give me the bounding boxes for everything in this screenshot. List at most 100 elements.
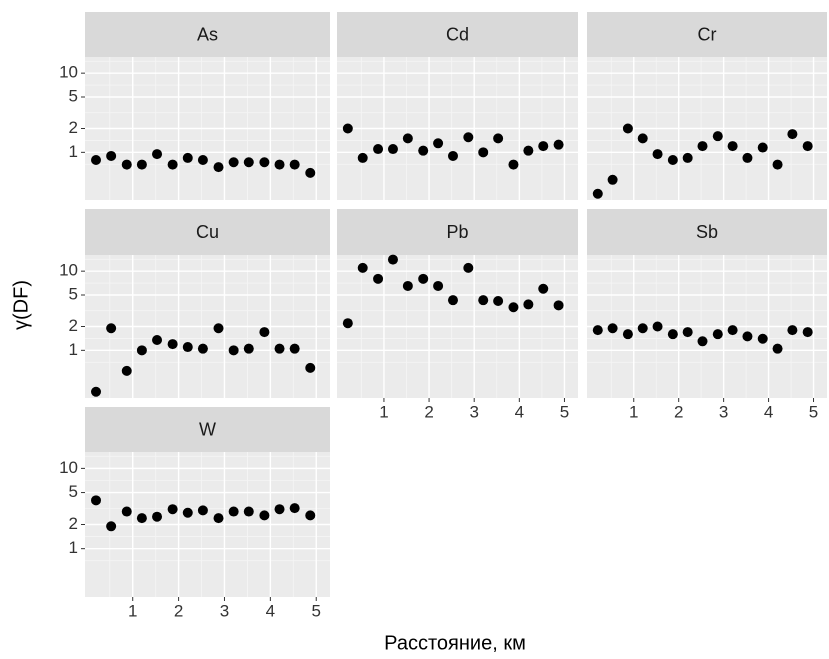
point	[213, 513, 224, 524]
point	[802, 141, 813, 152]
point	[243, 343, 254, 354]
point	[697, 336, 708, 347]
point	[607, 323, 618, 334]
point	[259, 327, 270, 338]
y-tick-label: 10	[59, 458, 78, 477]
point	[802, 327, 813, 338]
point	[402, 280, 413, 291]
strip	[587, 12, 827, 57]
x-tick-label: 4	[764, 402, 773, 421]
point	[607, 174, 618, 185]
point	[357, 262, 368, 273]
point	[493, 295, 504, 306]
point	[742, 331, 753, 342]
x-tick-label: 2	[674, 402, 683, 421]
point	[289, 343, 300, 354]
x-tick-label: 4	[515, 402, 524, 421]
point	[712, 131, 723, 142]
point	[121, 506, 132, 517]
y-tick-label: 2	[69, 316, 78, 335]
point	[463, 132, 474, 143]
strip	[337, 209, 578, 255]
point	[523, 145, 534, 156]
point	[289, 159, 300, 170]
y-tick-label: 5	[69, 284, 78, 303]
point	[637, 133, 648, 144]
point	[682, 152, 693, 163]
x-tick-label: 3	[719, 402, 728, 421]
point	[342, 123, 353, 134]
point	[727, 141, 738, 152]
point	[182, 152, 193, 163]
y-tick-label: 1	[69, 538, 78, 557]
point	[259, 157, 270, 168]
point	[538, 141, 549, 152]
y-tick-label: 1	[69, 142, 78, 161]
point	[228, 345, 239, 356]
point	[213, 323, 224, 334]
point	[622, 329, 633, 340]
strip	[85, 209, 330, 255]
point	[91, 386, 102, 397]
strip	[587, 209, 827, 255]
point	[167, 504, 178, 515]
point	[182, 342, 193, 353]
point	[182, 507, 193, 518]
point	[305, 167, 316, 178]
point	[508, 159, 519, 170]
point	[523, 299, 534, 310]
point	[592, 188, 603, 199]
x-axis-label: Расстояние, км	[384, 632, 526, 654]
point	[772, 159, 783, 170]
strip	[85, 12, 330, 57]
x-tick-label: 4	[266, 601, 275, 620]
point	[553, 139, 564, 150]
y-tick-label: 2	[69, 118, 78, 137]
x-tick-label: 1	[379, 402, 388, 421]
point	[91, 155, 102, 166]
y-axis-label: γ(DF)	[10, 280, 32, 330]
point	[342, 318, 353, 329]
x-tick-label: 2	[174, 601, 183, 620]
point	[136, 159, 147, 170]
point	[387, 144, 398, 155]
point	[433, 138, 444, 149]
x-tick-label: 5	[560, 402, 569, 421]
y-tick-label: 2	[69, 514, 78, 533]
strip-label: Cr	[698, 24, 717, 44]
point	[106, 323, 117, 334]
point	[243, 506, 254, 517]
point	[305, 510, 316, 521]
point	[274, 343, 285, 354]
point	[652, 149, 663, 160]
point	[106, 521, 117, 532]
point	[136, 513, 147, 524]
strip	[337, 12, 578, 57]
point	[274, 504, 285, 515]
point	[478, 147, 489, 158]
point	[373, 144, 384, 155]
point	[243, 157, 254, 168]
x-tick-label: 3	[469, 402, 478, 421]
point	[136, 345, 147, 356]
point	[91, 495, 102, 506]
point	[742, 152, 753, 163]
x-tick-label: 5	[312, 601, 321, 620]
point	[197, 155, 208, 166]
point	[152, 511, 163, 522]
x-tick-label: 2	[424, 402, 433, 421]
point	[305, 362, 316, 373]
point	[289, 503, 300, 514]
strip-label: Pb	[446, 222, 468, 242]
strip-label: Cd	[446, 24, 469, 44]
point	[712, 329, 723, 340]
point	[121, 365, 132, 376]
y-tick-label: 10	[59, 261, 78, 280]
point	[667, 155, 678, 166]
point	[757, 142, 768, 153]
point	[167, 159, 178, 170]
point	[387, 254, 398, 265]
point	[652, 321, 663, 332]
x-tick-label: 1	[629, 402, 638, 421]
strip-label: Cu	[196, 222, 219, 242]
